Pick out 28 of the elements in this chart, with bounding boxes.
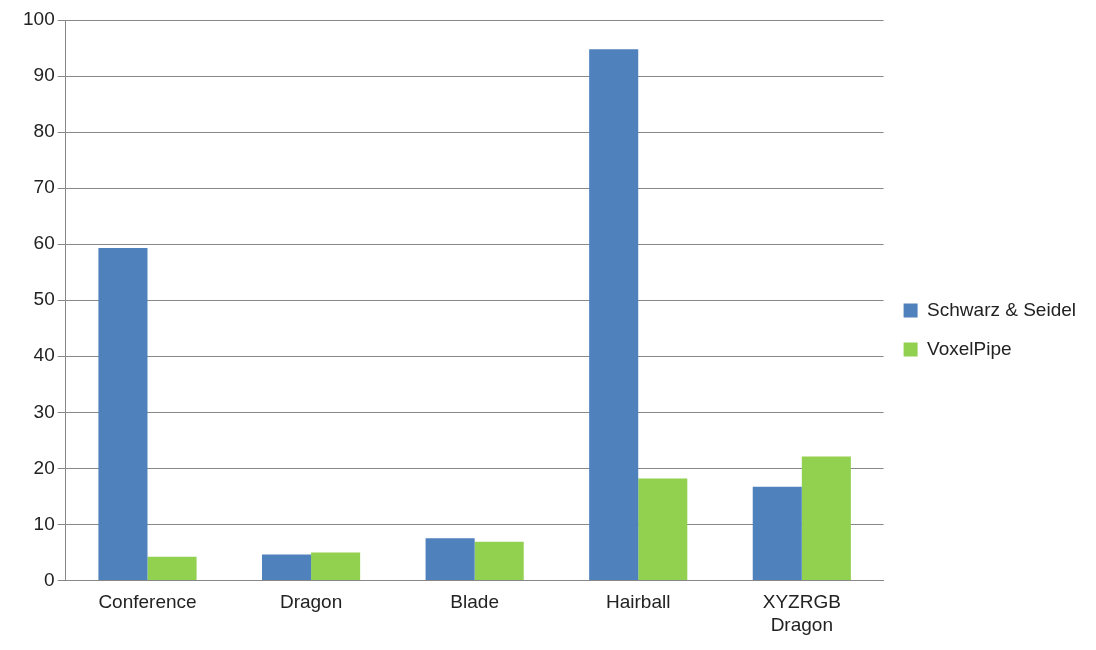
- y-tick-label: 10: [33, 512, 55, 534]
- y-tick-label: 0: [44, 568, 55, 590]
- legend-label: VoxelPipe: [927, 337, 1012, 359]
- y-tick-label: 70: [33, 176, 55, 198]
- x-tick-label: Conference: [98, 591, 197, 613]
- y-tick-label: 60: [33, 232, 55, 254]
- y-tick-label: 40: [33, 344, 55, 366]
- y-tick-label: 50: [33, 288, 55, 310]
- bar: [147, 556, 197, 580]
- bar: [262, 554, 312, 580]
- bar: [638, 478, 688, 580]
- bar: [801, 456, 851, 580]
- bar: [425, 538, 475, 580]
- y-tick-label: 100: [23, 8, 55, 30]
- bar: [98, 248, 148, 580]
- legend-label: Schwarz & Seidel: [927, 298, 1076, 320]
- x-tick-label: Blade: [450, 591, 499, 613]
- bar: [311, 552, 361, 580]
- y-tick-label: 30: [33, 400, 55, 422]
- x-tick-label: Hairball: [606, 591, 671, 613]
- x-tick-label: Dragon: [279, 591, 343, 613]
- bar: [589, 49, 639, 580]
- bar: [474, 541, 524, 580]
- x-tick-label: XYZRGB Dragon: [762, 591, 841, 635]
- y-tick-label: 80: [33, 120, 55, 142]
- y-tick-label: 20: [33, 456, 55, 478]
- bar: [752, 486, 802, 580]
- y-tick-label: 90: [33, 64, 55, 86]
